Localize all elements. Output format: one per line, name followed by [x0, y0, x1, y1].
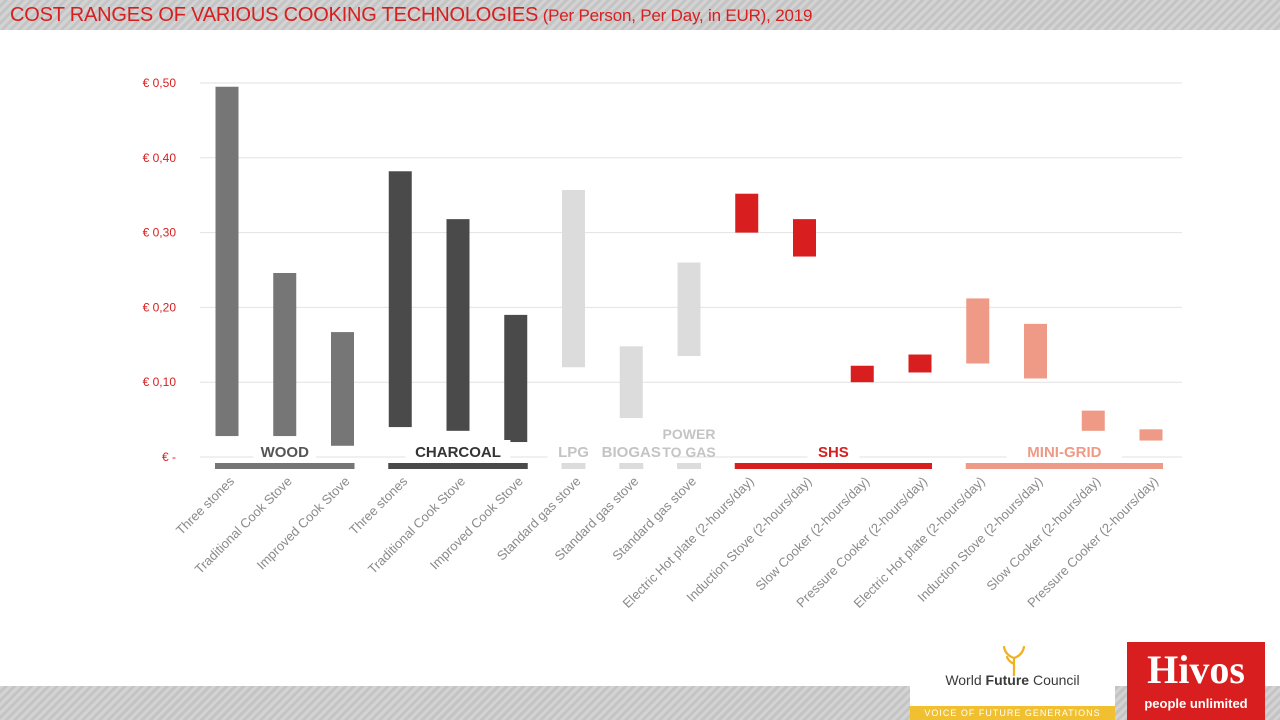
header-band	[0, 0, 1280, 30]
y-tick-label: € 0,30	[143, 226, 177, 240]
group-label-bg	[589, 440, 674, 460]
group-label-bg	[253, 440, 316, 460]
chart-title-sub: (Per Person, Per Day, in EUR), 2019	[538, 6, 813, 25]
y-tick-label: € -	[162, 450, 176, 464]
range-bar	[735, 193, 759, 233]
range-bar	[562, 189, 585, 368]
group-label: TO GAS	[662, 444, 715, 460]
x-tick-label: Three stones	[173, 473, 238, 538]
range-bar	[331, 332, 354, 446]
y-tick-label: € 0,10	[143, 375, 177, 389]
wfc-name: World Future Council	[945, 672, 1080, 688]
wfc-leaf-icon	[1002, 646, 1026, 676]
group-label: MINI-GRID	[1027, 444, 1101, 461]
group-label: SHS	[818, 444, 849, 461]
group-baseline	[965, 463, 1163, 469]
chart-title: COST RANGES OF VARIOUS COOKING TECHNOLOG…	[10, 4, 812, 27]
hivos-tagline: people unlimited	[1144, 696, 1248, 711]
group-baseline	[734, 463, 932, 469]
x-tick-label: Slow Cooker (2-hours/day)	[983, 474, 1103, 594]
group-baseline	[677, 463, 701, 469]
range-bar	[850, 365, 874, 383]
x-tick-label: Traditional Cook Stove	[365, 474, 468, 577]
x-tick-label: Three stones	[346, 473, 411, 538]
range-bar	[1081, 410, 1105, 431]
chart-title-main: COST RANGES OF VARIOUS COOKING TECHNOLOG…	[10, 4, 539, 26]
range-bar	[677, 262, 701, 357]
hivos-logo: Hivos people unlimited	[1127, 642, 1265, 720]
group-baseline	[561, 463, 586, 469]
range-bar	[966, 298, 990, 364]
cost-range-chart: € - € 0,10 € 0,20 € 0,30 € 0,40 € 0,50 WOOD CHA…	[143, 76, 1182, 611]
group-label: POWER	[663, 426, 716, 442]
y-tick-label: € 0,50	[143, 76, 177, 90]
range-bar	[908, 354, 932, 373]
group-baseline	[388, 463, 528, 469]
range-bar	[273, 272, 297, 437]
group-label: LPG	[558, 444, 589, 461]
group-label: CHARCOAL	[415, 444, 501, 461]
group-label: WOOD	[261, 444, 309, 461]
group-label-bg	[807, 440, 860, 460]
x-tick-label: Traditional Cook Stove	[192, 474, 295, 577]
range-bar	[504, 314, 528, 443]
range-bar	[446, 219, 470, 431]
x-tick-label: Slow Cooker (2-hours/day)	[752, 474, 872, 594]
group-label-bg	[547, 440, 600, 460]
hivos-name: Hivos	[1147, 647, 1245, 692]
group-label-bg	[405, 440, 511, 460]
group-label-bg	[1006, 440, 1123, 460]
y-tick-label: € 0,20	[143, 300, 177, 314]
range-bar	[793, 219, 816, 257]
world-future-council-logo: World Future Council VOICE OF FUTURE GEN…	[910, 640, 1115, 720]
wfc-tagline: VOICE OF FUTURE GENERATIONS	[910, 706, 1115, 720]
range-bar	[215, 86, 239, 437]
range-bar	[619, 346, 643, 419]
group-baseline	[619, 463, 644, 469]
range-bar	[1024, 323, 1047, 379]
group-baseline	[215, 463, 355, 469]
y-tick-label: € 0,40	[143, 151, 177, 165]
range-bar	[1139, 429, 1163, 441]
group-label: BIOGAS	[602, 444, 661, 461]
range-bar	[388, 171, 412, 428]
